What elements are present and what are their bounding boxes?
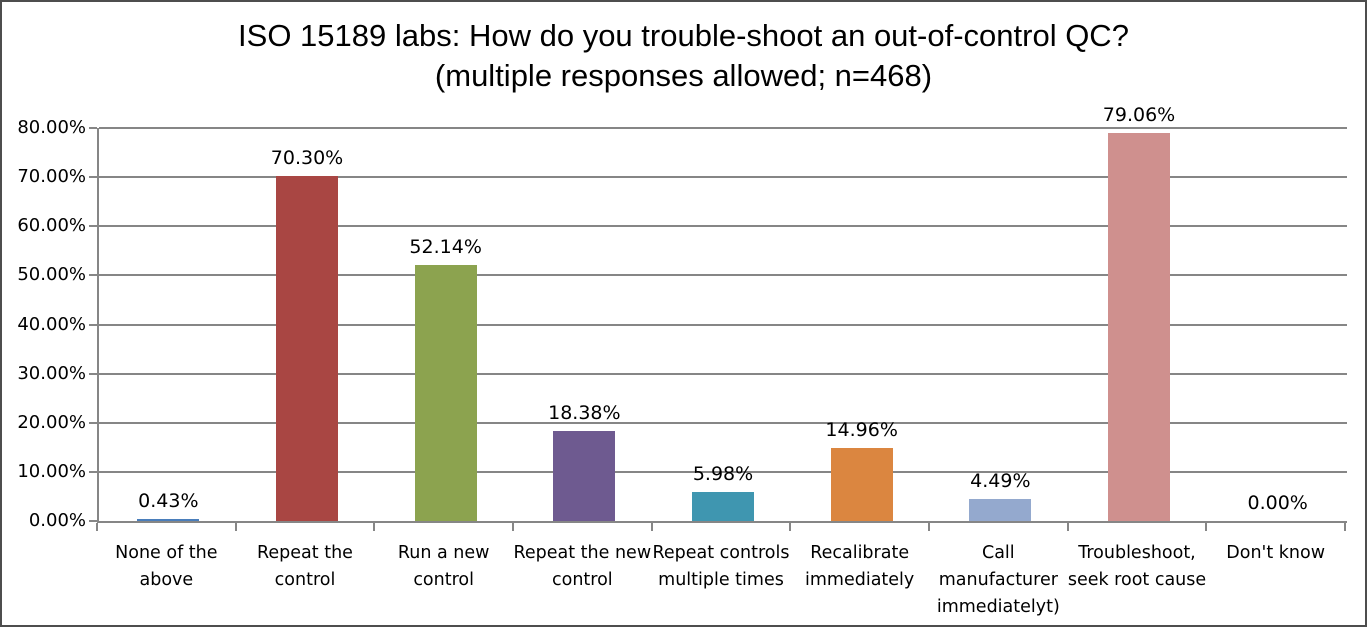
x-axis-label: None of the above (115, 543, 218, 590)
gridline-80 (99, 127, 1347, 129)
bar-value-label: 70.30% (270, 146, 344, 169)
plot-area: 0.43% 70.30% 52.14% 18.38% 5.98% 14.96% 4.49% 7… (97, 104, 1347, 523)
gridline-10 (99, 470, 1347, 473)
bar-value-label: 18.38% (548, 401, 621, 424)
chart-bar (830, 447, 893, 521)
y-axis-tick (89, 520, 97, 522)
y-axis-label: 70.00% (17, 166, 86, 188)
x-axis-label: Repeat controls multiple times (652, 543, 790, 590)
x-axis-label: Recalibrate immediately (805, 543, 915, 590)
x-axis-tick (234, 523, 237, 531)
y-axis-tick (89, 127, 97, 129)
x-axis-tick (512, 523, 514, 531)
y-axis-label: 20.00% (17, 411, 86, 433)
gridline-30 (99, 372, 1347, 375)
x-axis-tick (928, 523, 930, 531)
chart-bar (276, 175, 338, 521)
chart-bar (1108, 132, 1170, 521)
gridline-40 (99, 323, 1347, 326)
y-axis-label: 80.00% (17, 117, 86, 138)
y-axis-tick (89, 274, 97, 277)
x-axis-tick (1205, 523, 1208, 531)
x-axis-tick (1344, 523, 1346, 531)
gridline-20 (99, 421, 1347, 424)
bar-value-label: 52.14% (409, 235, 482, 258)
y-axis-tick (89, 372, 97, 375)
x-axis-tick (1066, 523, 1069, 531)
x-axis-label: Repeat the control (257, 543, 353, 590)
gridline-50 (99, 274, 1347, 277)
gridline-60 (99, 225, 1347, 228)
x-axis-label: Call manufacturer immediatelyt) (936, 543, 1060, 617)
bar-value-label: 79.06% (1102, 103, 1176, 126)
chart-bar (553, 430, 616, 521)
y-axis-label: 10.00% (17, 460, 86, 482)
bar-value-label: 4.49% (970, 469, 1031, 492)
y-axis-label: 50.00% (17, 264, 86, 286)
y-axis-label: 60.00% (17, 215, 86, 237)
x-axis-label: Run a new control (397, 543, 490, 590)
bar-value-label: 5.98% (692, 462, 754, 485)
y-axis-tick (89, 176, 97, 179)
x-axis-tick (650, 523, 653, 531)
chart-title: ISO 15189 labs: How do you trouble-shoot… (238, 18, 1129, 53)
x-axis-tick (789, 523, 792, 531)
bar-value-label: 14.96% (825, 418, 898, 441)
x-axis-label: Repeat the new control (513, 543, 652, 590)
y-axis-tick (89, 421, 97, 424)
bar-value-label: 0.00% (1247, 492, 1308, 514)
y-axis-tick (89, 470, 97, 473)
bar-value-label: 0.43% (138, 489, 199, 512)
x-axis-label: Troubleshoot, seek root cause (1067, 543, 1207, 590)
chart-bar (137, 518, 200, 521)
chart-subtitle: (multiple responses allowed; n=468) (434, 58, 933, 93)
y-axis-label: 40.00% (17, 313, 86, 335)
x-axis-tick (373, 523, 376, 531)
chart-title-block: ISO 15189 labs: How do you trouble-shoot… (2, 16, 1365, 96)
x-axis-tick (96, 523, 98, 531)
gridline-70 (99, 176, 1347, 179)
y-axis-label: 30.00% (17, 362, 86, 384)
x-axis-label: Don't know (1226, 543, 1326, 563)
chart-bar (414, 264, 477, 521)
y-axis-tick (89, 323, 97, 326)
y-axis-tick (89, 225, 97, 228)
chart-bar (692, 491, 754, 521)
y-axis-label: 0.00% (28, 510, 86, 531)
chart-bar (969, 498, 1032, 521)
